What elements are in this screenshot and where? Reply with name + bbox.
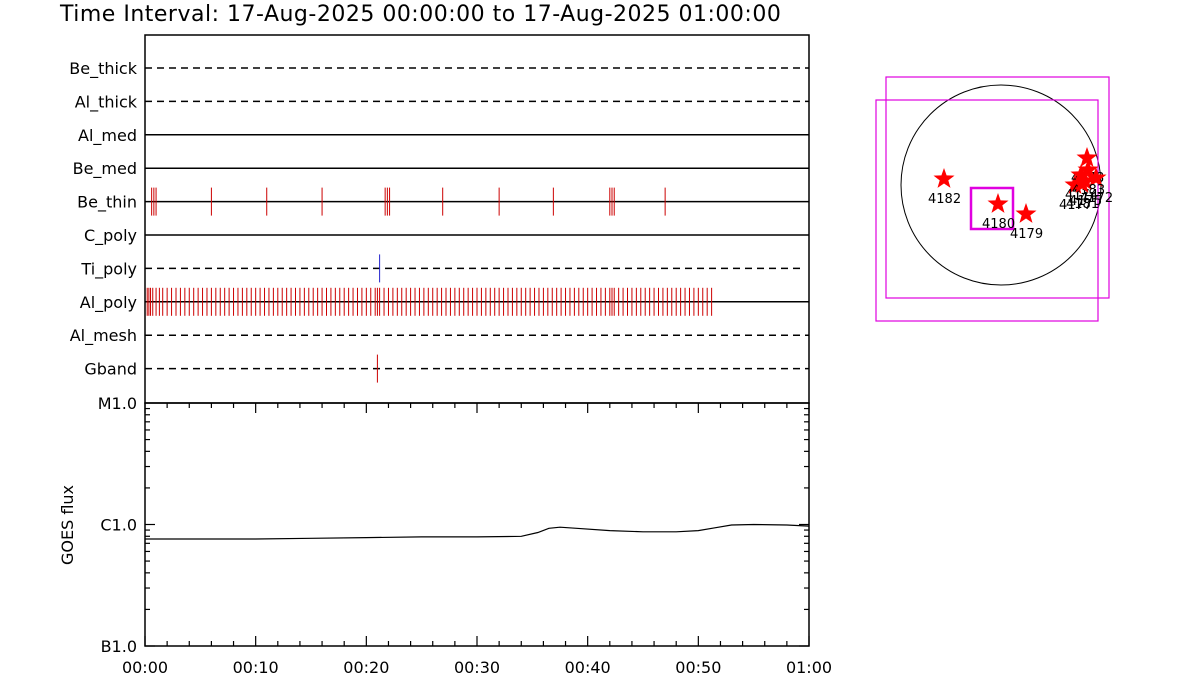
active-region-star [933,168,955,188]
active-region-star [1064,174,1086,194]
active-region-label: 4175 [1069,194,1102,209]
active-region-star [1077,159,1099,179]
fov-box-large [875,99,1099,322]
solar-disk-map-panel: 4182418041794177417841744175417241834181 [875,76,1113,322]
filter-label-al_mesh: Al_mesh [70,326,137,346]
fov-box-small [969,186,1015,231]
goes-x-tick-label: 00:40 [565,658,611,677]
filter-label-be_med: Be_med [73,159,137,179]
goes-y-tick-label: M1.0 [98,394,137,413]
goes-x-tick-label: 00:50 [675,658,721,677]
time-interval-title: Time Interval: 17-Aug-2025 00:00:00 to 1… [60,2,782,27]
goes-x-tick-label: 00:00 [122,658,168,677]
filter-label-be_thin: Be_thin [77,193,137,213]
active-region-star [1085,167,1107,187]
active-region-star [987,193,1009,213]
active-region-star [1070,164,1092,184]
filter-label-al_med: Al_med [78,126,137,146]
goes-y-tick-label: B1.0 [101,637,137,656]
active-region-label: 4182 [928,192,961,207]
active-region-label: 4174 [1065,188,1098,203]
goes-x-tick-label: 00:10 [233,658,279,677]
active-region-star [1076,147,1098,167]
active-region-star [1071,173,1093,193]
goes-x-tick-label: 00:20 [343,658,389,677]
fov-box-large [885,76,1110,299]
active-region-label: 4179 [1010,227,1043,242]
filter-label-ti_poly: Ti_poly [80,259,137,279]
goes-x-tick-label: 00:30 [454,658,500,677]
active-region-label: 4180 [982,217,1015,232]
active-region-star [1015,203,1037,223]
goes-flux-panel: 00:00 00:10 00:20 00:30 00:40 00:50 01:00 M1.0 C… [58,394,832,677]
filter-label-be_thick: Be_thick [69,59,137,79]
filter-timeline-panel: Be_thick Al_thick Al_med Be_med Be_thin C_pol… [69,34,810,404]
goes-y-tick-label: C1.0 [100,516,137,535]
filter-label-al_poly: Al_poly [80,293,137,313]
active-region-star [1074,170,1096,190]
filter-label-c_poly: C_poly [84,226,137,246]
filter-label-gband: Gband [84,360,137,379]
active-region-label: 4177 [1059,198,1092,213]
filter-label-al_thick: Al_thick [75,92,138,112]
active-region-label: 4172 [1080,191,1113,206]
filter-panel-frame [144,34,810,404]
goes-x-tick-label: 01:00 [786,658,832,677]
goes-panel-frame [144,402,810,647]
goes-flux-curve [145,523,810,540]
active-region-label: 4181 [1066,197,1099,212]
goes-y-axis-label: GOES flux [58,485,77,565]
